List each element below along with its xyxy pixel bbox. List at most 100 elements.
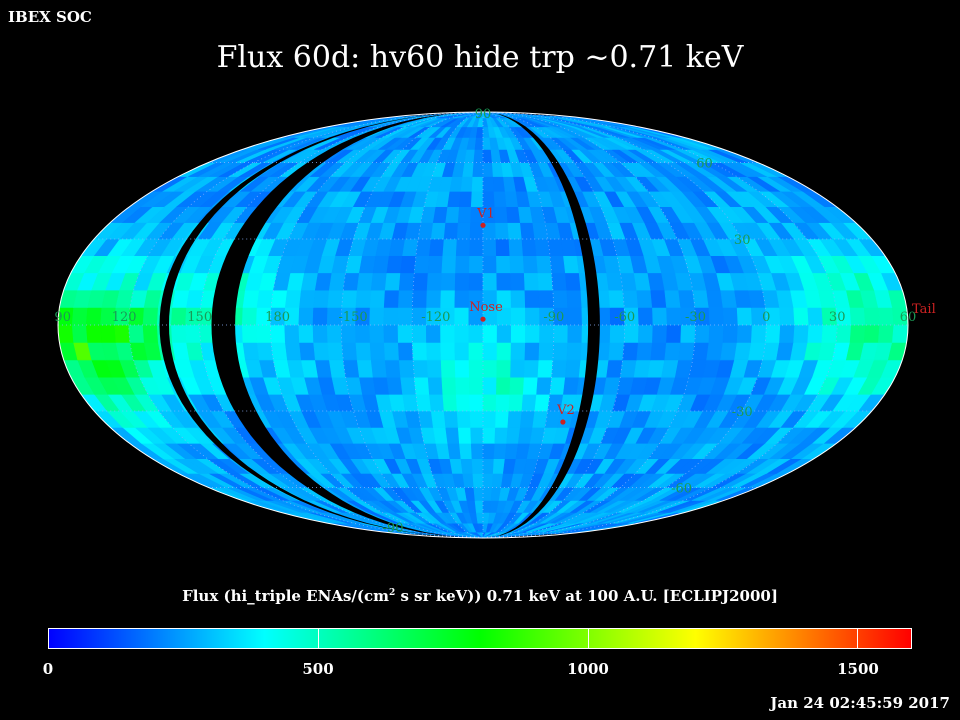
flux-pixel bbox=[170, 307, 187, 326]
flux-pixel bbox=[427, 376, 444, 395]
flux-pixel bbox=[736, 324, 753, 343]
flux-pixel bbox=[482, 487, 493, 501]
flux-pixel bbox=[722, 324, 739, 343]
map-border bbox=[57, 111, 909, 539]
flux-pixel bbox=[432, 206, 449, 223]
flux-pixel bbox=[427, 255, 444, 274]
flux-pixel bbox=[474, 137, 484, 150]
meridian-line bbox=[482, 112, 838, 538]
flux-pixel bbox=[521, 393, 537, 412]
flux-pixel bbox=[402, 238, 419, 256]
lon-label: -120 bbox=[421, 310, 450, 325]
flux-pixel bbox=[849, 307, 866, 326]
flux-pixel bbox=[384, 359, 401, 378]
flux-pixel bbox=[426, 342, 442, 361]
flux-pixel bbox=[666, 324, 682, 343]
flux-pixel bbox=[565, 272, 582, 291]
flux-pixel bbox=[538, 289, 554, 308]
flux-pixel bbox=[664, 342, 682, 361]
flux-pixel bbox=[340, 324, 357, 343]
flux-pixel bbox=[608, 342, 625, 361]
flux-pixel bbox=[482, 427, 496, 444]
flux-pixel bbox=[680, 324, 696, 343]
flux-pixel bbox=[85, 307, 103, 326]
flux-pixel bbox=[440, 324, 456, 343]
flux-pixel bbox=[400, 255, 417, 274]
flux-pixel bbox=[708, 307, 725, 326]
flux-pixel bbox=[779, 324, 796, 343]
flux-pixel bbox=[369, 307, 385, 326]
flux-pixel bbox=[807, 324, 824, 343]
flux-pixel bbox=[454, 272, 470, 291]
flux-pixel bbox=[650, 289, 667, 308]
flux-pixel bbox=[241, 324, 258, 343]
flux-pixel bbox=[510, 289, 526, 308]
flux-pixel bbox=[495, 238, 511, 256]
flux-pixel bbox=[459, 442, 473, 460]
flux-pixel bbox=[473, 487, 484, 501]
flux-pixel bbox=[400, 376, 417, 395]
flux-pixel bbox=[449, 458, 464, 474]
flux-pixel bbox=[270, 342, 288, 361]
flux-pixel bbox=[494, 206, 509, 223]
flux-pixel bbox=[482, 410, 497, 428]
flux-pixel bbox=[328, 272, 347, 291]
flux-pixel bbox=[313, 342, 330, 361]
flux-pixel bbox=[445, 206, 460, 223]
colorbar-tick-label: 0 bbox=[42, 660, 54, 678]
meridian-line bbox=[128, 112, 484, 538]
flux-pixel bbox=[475, 126, 484, 138]
flux-pixel bbox=[460, 176, 474, 192]
lon-label: -90 bbox=[543, 310, 564, 325]
flux-pixel bbox=[369, 289, 386, 308]
lon-label: 150 bbox=[187, 310, 212, 325]
flux-pixel bbox=[521, 238, 537, 256]
colorbar-caption: Flux (hi_triple ENAs/(cm2 s sr keV)) 0.7… bbox=[182, 587, 778, 605]
flux-pixel bbox=[468, 376, 484, 395]
flux-pixel bbox=[493, 442, 507, 460]
flux-pixel bbox=[678, 342, 696, 361]
flux-pixel bbox=[877, 324, 895, 343]
flux-pixel bbox=[270, 324, 286, 343]
flux-pixel bbox=[369, 324, 385, 343]
flux-pixel bbox=[58, 324, 74, 343]
flux-pixel bbox=[692, 289, 710, 308]
flux-pixel bbox=[413, 376, 430, 395]
flux-pixel bbox=[328, 359, 347, 378]
colorbar-tick-label: 500 bbox=[302, 660, 334, 678]
flux-pixel bbox=[441, 255, 457, 274]
flux-pixel bbox=[142, 307, 159, 326]
flux-pixel bbox=[793, 324, 810, 343]
flux-pixel bbox=[415, 238, 432, 256]
flux-pixel bbox=[430, 410, 447, 428]
flux-pixel bbox=[706, 289, 724, 308]
flux-pixel bbox=[470, 191, 484, 207]
lon-label: 60 bbox=[900, 310, 917, 325]
flux-pixel bbox=[430, 222, 447, 240]
flux-pixel bbox=[482, 342, 498, 361]
flux-pixel bbox=[482, 393, 497, 412]
flux-pixel bbox=[356, 272, 374, 291]
flux-pixel bbox=[482, 324, 498, 343]
flux-pixel bbox=[606, 359, 624, 378]
flux-pixel bbox=[706, 342, 724, 361]
flux-pixel bbox=[412, 289, 428, 308]
flux-pixel bbox=[496, 272, 512, 291]
flux-pixel bbox=[472, 473, 484, 488]
flux-pixel bbox=[493, 191, 507, 207]
flux-pixel bbox=[482, 359, 498, 378]
flux-pixel bbox=[440, 342, 456, 361]
flux-pixel bbox=[312, 324, 329, 343]
flux-pixel bbox=[256, 342, 274, 361]
flux-pixel bbox=[553, 324, 569, 343]
flux-pixel bbox=[566, 342, 583, 361]
flux-pixel bbox=[412, 272, 429, 291]
meridian-line bbox=[482, 112, 767, 538]
flux-pixel bbox=[241, 307, 258, 326]
flux-pixel bbox=[454, 359, 470, 378]
flux-pixel bbox=[538, 342, 554, 361]
flux-pixel bbox=[341, 289, 358, 308]
flux-pixel bbox=[462, 473, 475, 488]
flux-pixel bbox=[370, 272, 388, 291]
flux-pixel bbox=[793, 307, 810, 326]
